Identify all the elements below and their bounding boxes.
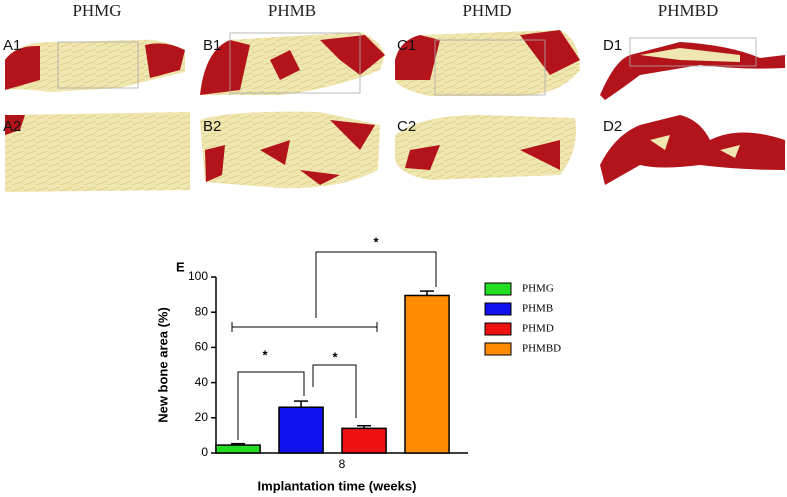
y-tick-label: 0 bbox=[201, 445, 208, 459]
panel-label: D1 bbox=[603, 37, 622, 54]
legend-swatch bbox=[484, 282, 512, 296]
panel-label: A2 bbox=[3, 118, 21, 135]
legend-label: PHMB bbox=[522, 303, 553, 315]
legend-label: PHMBD bbox=[522, 343, 561, 355]
column-label: PHMB bbox=[268, 1, 316, 20]
bar bbox=[215, 444, 261, 454]
column-label: PHMD bbox=[462, 1, 511, 20]
histology-images bbox=[5, 30, 785, 192]
bar bbox=[341, 427, 387, 454]
significance-brackets bbox=[231, 251, 437, 440]
y-tick-label: 80 bbox=[195, 304, 209, 318]
panel-label: A1 bbox=[3, 37, 21, 54]
y-tick-label: 20 bbox=[195, 410, 209, 424]
legend-label: PHMG bbox=[522, 283, 554, 295]
column-label: PHMBD bbox=[658, 1, 718, 20]
panel-label: B1 bbox=[203, 37, 221, 54]
panel-label: E bbox=[176, 259, 185, 274]
x-axis-title: Implantation time (weeks) bbox=[258, 478, 417, 493]
legend-swatch bbox=[484, 342, 512, 356]
y-axis-title: New bone area (%) bbox=[155, 307, 170, 423]
bar bbox=[278, 406, 324, 454]
panel-label: D2 bbox=[603, 118, 622, 135]
y-tick-label: 40 bbox=[195, 375, 209, 389]
panel-label: C1 bbox=[397, 37, 416, 54]
x-tick-label: 8 bbox=[339, 457, 346, 471]
y-tick-label: 100 bbox=[188, 269, 208, 283]
y-tick-label: 60 bbox=[195, 340, 209, 354]
significance-star: * bbox=[332, 349, 338, 364]
column-label: PHMG bbox=[72, 1, 121, 20]
significance-star: * bbox=[373, 234, 379, 249]
legend-label: PHMD bbox=[522, 323, 554, 335]
panel-label: B2 bbox=[203, 118, 221, 135]
panel-label: C2 bbox=[397, 118, 416, 135]
legend-swatch bbox=[484, 302, 512, 316]
bar bbox=[404, 294, 450, 454]
legend-swatch bbox=[484, 322, 512, 336]
significance-star: * bbox=[262, 347, 268, 362]
